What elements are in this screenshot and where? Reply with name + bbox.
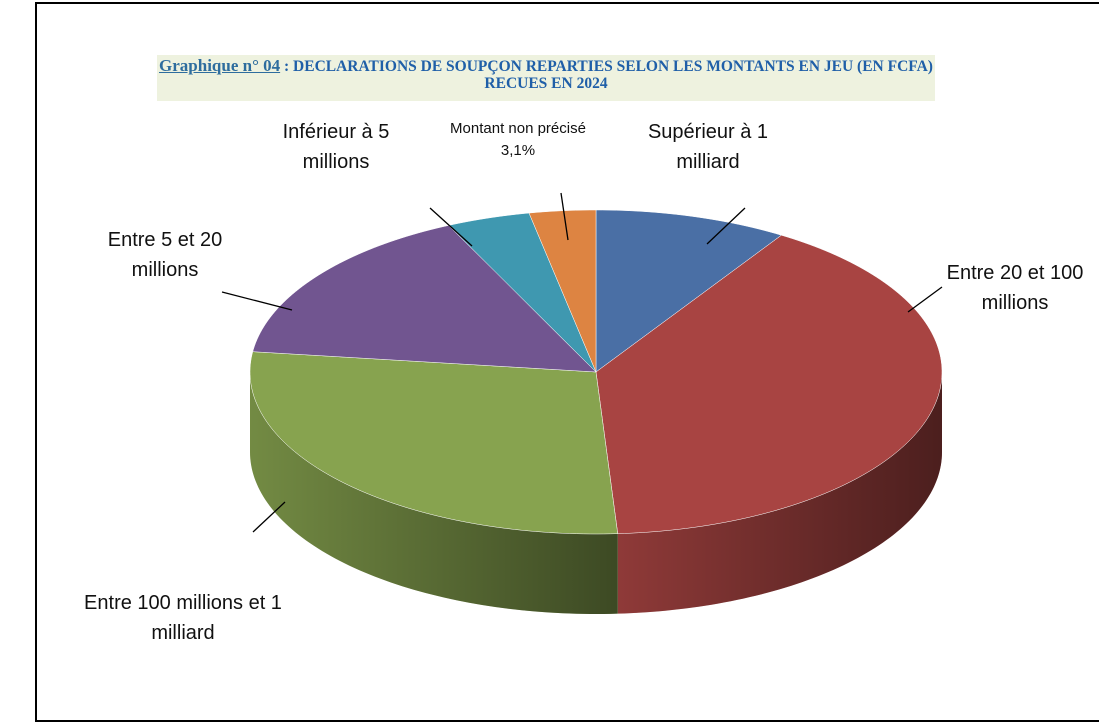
leader-line <box>706 207 746 245</box>
slice-label: Entre 20 et 100 millions <box>946 262 1084 314</box>
pie-slice <box>252 225 597 373</box>
pie-side-shade <box>617 372 942 614</box>
title-number: Graphique n° 04 <box>159 56 281 75</box>
slice-label: Supérieur à 1 milliard <box>647 121 769 173</box>
leader-line <box>560 192 569 241</box>
leader-line <box>252 501 286 533</box>
chart-title: : DECLARATIONS DE SOUPÇON REPARTIES SELO… <box>284 58 933 92</box>
slice-label: Entre 100 millions et 1 milliard <box>84 592 282 644</box>
value-label: 3,1% <box>500 142 536 159</box>
pie-slice <box>595 234 943 534</box>
pie-side-shade <box>250 372 618 614</box>
pie-slice <box>595 209 782 373</box>
pie-tops <box>249 209 943 535</box>
slice-label: Montant non précisé <box>450 120 586 137</box>
pie-slice <box>528 209 597 373</box>
leader-line <box>221 291 293 311</box>
pie-slice <box>249 351 619 535</box>
slice-label: Inférieur à 5 millions <box>282 121 390 173</box>
slice-label-group: Montant non précisé 3,1% <box>428 120 608 162</box>
leader-lines <box>221 192 943 533</box>
slice-label: Entre 5 et 20 millions <box>107 229 223 281</box>
pie-slice <box>448 212 597 373</box>
leader-line <box>429 207 473 247</box>
title-box: Graphique n° 04 : DECLARATIONS DE SOUPÇO… <box>157 55 935 101</box>
pie-sides <box>250 372 942 614</box>
leader-line <box>907 286 943 313</box>
